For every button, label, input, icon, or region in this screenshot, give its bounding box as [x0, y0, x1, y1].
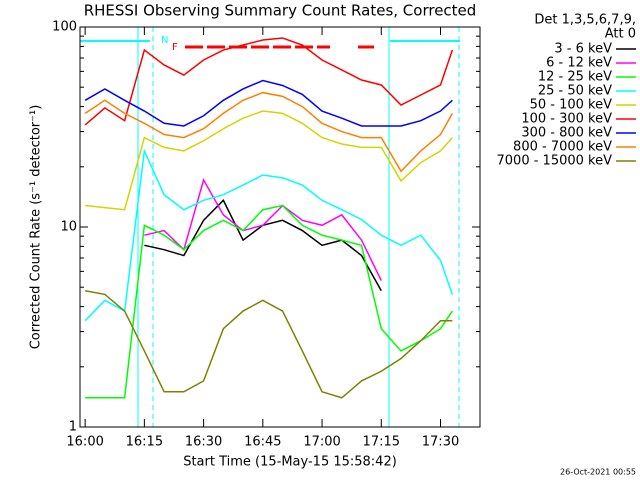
plot-frame [79, 26, 481, 428]
annotation: F [172, 42, 178, 53]
series-line [144, 177, 382, 281]
chart-title: RHESSI Observing Summary Count Rates, Co… [84, 2, 477, 20]
y-tick-label: 100 [52, 20, 77, 35]
series-line [84, 148, 454, 322]
series-line [84, 79, 453, 127]
x-tick-label: 17:30 [422, 435, 459, 450]
footer: 26-Oct-2021 00:55 [560, 468, 636, 477]
x-tick-label: 16:15 [126, 435, 163, 450]
x-axis-label: Start Time (15-May-15 15:58:42) [183, 455, 397, 470]
x-tick-label: 17:15 [363, 435, 400, 450]
legend-label: 7000 - 15000 keV [497, 154, 613, 169]
x-tick-label: 16:45 [244, 435, 281, 450]
y-tick-label: 10 [60, 220, 77, 235]
legend-label: 25 - 50 keV [538, 84, 612, 99]
legend-label: 300 - 800 keV [521, 126, 612, 141]
legend-label: 100 - 300 keV [521, 112, 612, 127]
legend-label: 12 - 25 keV [538, 70, 612, 85]
flags: N F [80, 27, 460, 427]
x-tick-label: 17:00 [303, 435, 340, 450]
x-tick-label: 16:30 [185, 435, 222, 450]
series-line [85, 204, 453, 399]
series-line [84, 290, 453, 399]
x-tick-label: 16:00 [66, 435, 103, 450]
legend-title: Att 0 [605, 27, 636, 42]
y-tick-label: 1 [69, 420, 77, 435]
series-line [84, 37, 454, 126]
legend-label: 50 - 100 keV [530, 98, 613, 113]
annotation: N [161, 35, 168, 46]
legend-label: 6 - 12 keV [546, 56, 612, 71]
legend-title: Det 1,3,5,6,7,9, [534, 13, 636, 28]
y-axis-label: Corrected Count Rate (s⁻¹ detector⁻¹) [29, 105, 44, 350]
legend-label: 800 - 7000 keV [513, 140, 612, 155]
series-line [84, 91, 454, 173]
series-line [85, 110, 453, 211]
legend-label: 3 - 6 keV [554, 42, 612, 57]
